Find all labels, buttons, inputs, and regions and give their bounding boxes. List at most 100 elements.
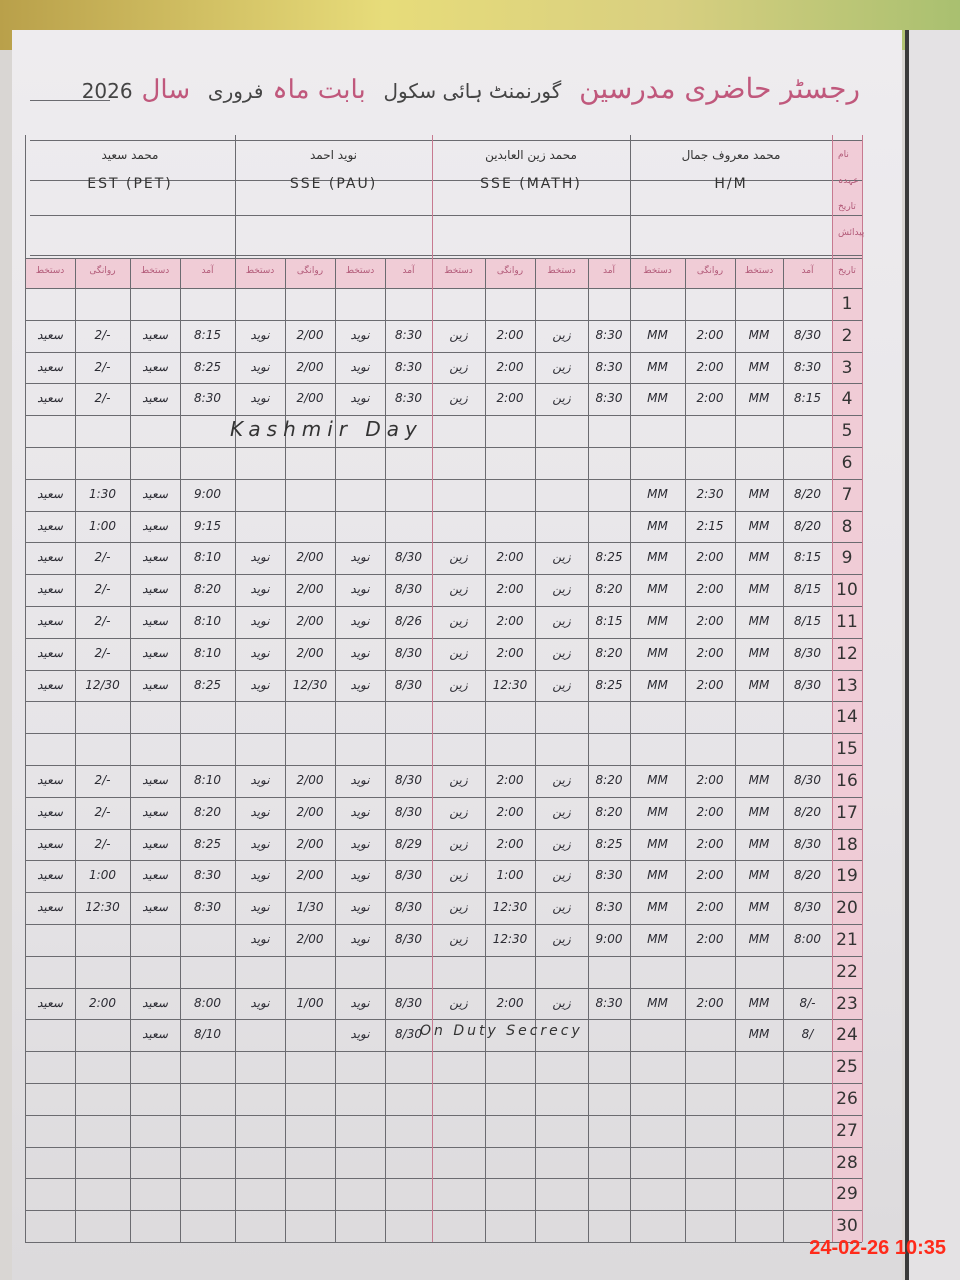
attendance-entry: 8:25 xyxy=(194,836,221,851)
header-rule xyxy=(30,140,862,141)
attendance-entry: 8/30 xyxy=(794,645,821,660)
attendance-entry: 8/29 xyxy=(395,836,422,851)
attendance-entry: سعید xyxy=(37,518,63,533)
attendance-entry: زین xyxy=(449,550,468,565)
column-rule xyxy=(832,135,833,1242)
attendance-entry: 1/30 xyxy=(296,900,324,915)
day-number: 16 xyxy=(836,771,858,791)
day-number: 14 xyxy=(836,707,858,728)
attendance-entry: 8:20 xyxy=(194,804,221,819)
attendance-entry: 8:25 xyxy=(595,677,623,692)
column-rule xyxy=(588,258,589,1242)
day-number: 20 xyxy=(836,898,858,919)
school-name: گورنمنٹ ہائی سکول xyxy=(383,79,562,103)
attendance-entry: 12:30 xyxy=(492,677,528,692)
attendance-entry: 2/- xyxy=(94,582,111,597)
attendance-entry: 2/00 xyxy=(296,550,324,565)
side-label: تاریخ xyxy=(838,202,856,212)
attendance-entry: 8:15 xyxy=(194,327,221,342)
attendance-entry: 12:30 xyxy=(85,900,120,915)
title-underline xyxy=(30,100,110,101)
attendance-entry: 9:00 xyxy=(194,486,221,501)
attendance-entry: زین xyxy=(449,327,468,342)
attendance-entry: 8:10 xyxy=(194,773,221,787)
column-header: روانگی xyxy=(696,266,724,276)
day-number: 26 xyxy=(836,1089,858,1109)
day-number: 4 xyxy=(841,389,853,410)
attendance-entry: MM xyxy=(748,518,770,533)
attendance-entry: سعید xyxy=(37,550,63,565)
attendance-entry: سعید xyxy=(142,486,168,501)
attendance-entry: سعید xyxy=(37,677,63,692)
attendance-entry: 8/30 xyxy=(395,1027,422,1042)
holiday-note: Kashmir Day xyxy=(230,417,423,442)
attendance-entry: سعید xyxy=(142,995,168,1010)
attendance-entry: 2/00 xyxy=(296,391,324,406)
attendance-entry: 2/- xyxy=(94,327,111,342)
attendance-entry: 2:00 xyxy=(496,995,524,1010)
row-rule xyxy=(25,1210,862,1212)
teacher-name: نوید احمد xyxy=(310,148,357,162)
day-number: 12 xyxy=(836,643,858,664)
row-rule xyxy=(25,796,862,798)
attendance-entry: زین xyxy=(449,995,468,1010)
attendance-entry: 8:10 xyxy=(194,645,221,660)
attendance-entry: نوید xyxy=(350,677,370,692)
attendance-entry: سعید xyxy=(37,773,63,787)
attendance-entry: نوید xyxy=(350,582,370,597)
row-rule xyxy=(25,733,862,735)
attendance-entry: زین xyxy=(552,391,571,406)
column-header: دستخط xyxy=(140,266,170,276)
attendance-entry: 8/20 xyxy=(794,486,821,501)
column-header: دستخط xyxy=(245,266,275,276)
attendance-entry: نوید xyxy=(250,550,270,565)
row-rule xyxy=(25,765,862,766)
row-rule xyxy=(25,924,862,925)
column-header: دستخط xyxy=(345,266,375,276)
attendance-entry: 8:30 xyxy=(595,868,623,883)
attendance-entry: 1/00 xyxy=(296,995,324,1010)
attendance-entry: MM xyxy=(748,582,770,597)
day-number: 28 xyxy=(836,1152,858,1173)
row-rule xyxy=(25,669,862,671)
attendance-entry: نوید xyxy=(250,614,270,628)
attendance-entry: 2:00 xyxy=(496,550,524,565)
attendance-entry: زین xyxy=(552,836,571,851)
column-rule xyxy=(432,135,433,1242)
attendance-entry: زین xyxy=(449,614,468,628)
attendance-entry: زین xyxy=(552,868,571,883)
column-rule xyxy=(485,258,486,1242)
attendance-entry: 2:00 xyxy=(696,359,724,374)
attendance-entry: MM xyxy=(748,868,770,883)
attendance-entry: 1:00 xyxy=(496,868,524,883)
day-number: 13 xyxy=(836,675,858,696)
attendance-entry: 2:00 xyxy=(696,836,724,851)
column-rule xyxy=(285,258,286,1242)
column-rule xyxy=(685,258,686,1242)
row-rule xyxy=(25,447,862,448)
attendance-entry: 8:25 xyxy=(595,550,623,565)
attendance-entry: نوید xyxy=(350,836,370,851)
column-header: روانگی xyxy=(89,266,116,276)
day-number: 10 xyxy=(836,580,858,601)
attendance-entry: MM xyxy=(647,677,668,692)
column-rule xyxy=(335,258,336,1242)
column-rule xyxy=(180,258,181,1242)
attendance-entry: 9:00 xyxy=(595,932,623,946)
year-value: 2026 xyxy=(81,79,133,103)
attendance-entry: MM xyxy=(647,582,668,597)
row-rule xyxy=(25,860,862,862)
row-rule xyxy=(25,1019,862,1021)
column-rule xyxy=(783,258,784,1242)
attendance-entry: 8/20 xyxy=(794,518,821,533)
attendance-entry: زین xyxy=(552,773,571,787)
register-page xyxy=(12,30,902,1280)
row-rule xyxy=(25,1083,862,1084)
teacher-post: EST (PET) xyxy=(87,176,173,192)
attendance-entry: نوید xyxy=(350,804,370,819)
attendance-entry: سعید xyxy=(142,582,168,597)
attendance-entry: 2/00 xyxy=(296,804,324,819)
attendance-entry: سعید xyxy=(37,391,63,406)
attendance-entry: سعید xyxy=(37,804,63,819)
attendance-entry: نوید xyxy=(350,932,370,946)
